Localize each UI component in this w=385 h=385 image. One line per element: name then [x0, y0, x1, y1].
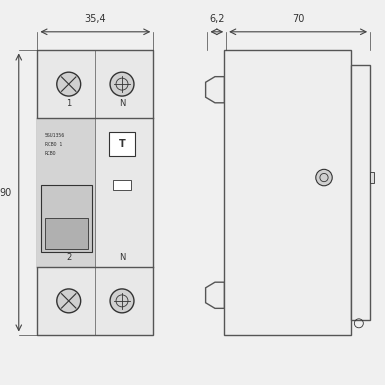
Text: 2: 2 — [66, 253, 71, 262]
Circle shape — [57, 289, 81, 313]
Text: 6,2: 6,2 — [209, 14, 224, 24]
Text: 35,4: 35,4 — [85, 14, 106, 24]
Text: 5SU1356: 5SU1356 — [45, 133, 65, 138]
Circle shape — [316, 169, 332, 186]
Polygon shape — [352, 65, 370, 320]
Text: RCBO 1: RCBO 1 — [45, 142, 62, 147]
Polygon shape — [45, 218, 88, 249]
Text: N: N — [119, 99, 125, 109]
Text: N: N — [119, 253, 125, 262]
Text: T: T — [119, 139, 126, 149]
Text: 90: 90 — [0, 187, 11, 198]
Polygon shape — [113, 180, 131, 190]
Text: RCBO: RCBO — [45, 151, 57, 156]
Polygon shape — [41, 185, 92, 252]
Text: 70: 70 — [292, 14, 304, 24]
Text: 1: 1 — [66, 99, 71, 109]
Polygon shape — [37, 50, 153, 335]
Polygon shape — [109, 132, 135, 156]
Circle shape — [110, 289, 134, 313]
Polygon shape — [206, 282, 224, 308]
Polygon shape — [224, 50, 352, 335]
Circle shape — [57, 72, 81, 96]
Polygon shape — [206, 77, 224, 103]
Circle shape — [110, 72, 134, 96]
Polygon shape — [370, 172, 374, 183]
Polygon shape — [37, 118, 95, 267]
